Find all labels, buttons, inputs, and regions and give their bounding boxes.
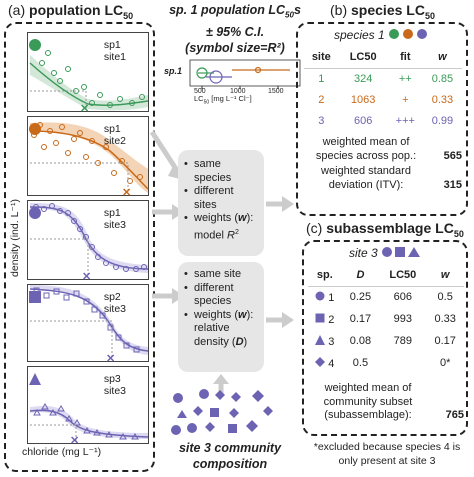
panel-b-frame: species 1 site LC50 fit w 1 324 ++ 0.85 2 10… [296, 22, 468, 216]
plot-sp2-site3: ✕ sp2 site3 [27, 284, 149, 363]
col-d: D [356, 268, 365, 281]
inset-series-label: sp.1 [164, 66, 183, 76]
diamond-icon [315, 356, 326, 367]
inset-tick-3: 1500 [268, 88, 284, 95]
orange-circle-icon [29, 123, 41, 135]
inset-graphic [189, 59, 301, 89]
site-symbols-icon [382, 247, 421, 257]
y-axis-label: density (ind. L⁻¹) [9, 199, 21, 277]
plot-sp1-site1-graphic: ✕ [29, 40, 149, 113]
col-w: w [438, 50, 447, 63]
community-caption: site 3 community composition [178, 441, 282, 471]
purple-square-icon [29, 291, 41, 303]
box-same-species: same species different sites weights (w)… [178, 150, 264, 256]
x-axis-label: chloride (mg L⁻¹) [22, 446, 102, 458]
inset-tick-2: 1000 [230, 88, 246, 95]
species-summary: weighted mean of species across pop.: 565… [304, 136, 462, 192]
col-lc50: LC50 [349, 50, 377, 63]
green-circle-icon [29, 39, 41, 51]
plot-sp1-site1-species: sp1 [103, 39, 121, 51]
species-row-2: 2 1063 +0.33 [318, 93, 454, 106]
sub-row-2: 2 0.17 993 0.33 [308, 308, 464, 330]
plot-sp2-site3-site: site3 [103, 303, 126, 315]
sub-row-3: 3 0.08 789 0.17 [308, 330, 464, 352]
plot-sp1-site3-graphic: ✕ [29, 203, 149, 281]
middle-title: sp. 1 population LC50s ± 95% C.I. (symbo… [169, 3, 301, 55]
panel-a-frame [4, 22, 155, 472]
arrow-to-b [266, 196, 294, 212]
panel-c-frame: site 3 sp. D LC50 w 1 0.25 606 0.5 2 0.17 993… [302, 240, 468, 436]
sub-row-4: 4 0.5 0* [308, 352, 464, 374]
col-site: site [311, 50, 331, 63]
box1-item-1: same species [184, 158, 258, 185]
box-same-site: same site different species weights (w):… [178, 262, 264, 372]
svg-text:✕: ✕ [82, 271, 91, 281]
plot-sp1-site3-species: sp1 [103, 207, 121, 219]
species-row-3: 3 606 +++ 0.99 [318, 114, 454, 127]
species-header: species 1 [298, 28, 466, 42]
box2-item-1: same site [184, 268, 258, 282]
species-summary-2-val: 315 [443, 178, 462, 191]
col-lc50-c: LC50 [389, 268, 417, 281]
col-fit: fit [400, 50, 411, 63]
triangle-icon [315, 334, 326, 345]
sub-row-1: 1 0.25 606 0.5 [308, 286, 464, 308]
inset-tick-1: 500 [194, 88, 206, 95]
svg-text:✕: ✕ [70, 435, 79, 445]
svg-text:✕: ✕ [106, 353, 115, 363]
species-summary-1: weighted mean of species across pop.: [315, 136, 417, 162]
plot-sp1-site3-site: site3 [103, 219, 126, 231]
subassemblage-summary-text: weighted mean of community subset (subas… [323, 382, 413, 421]
plot-sp1-site2: ✕ sp1 site2 [27, 116, 149, 197]
panel-b-title: (b) species LC50 [330, 2, 435, 21]
plot-sp2-site3-graphic: ✕ [29, 285, 149, 363]
plot-sp3-site3: ✕ sp3 site3 [27, 366, 149, 445]
plot-sp1-site2-species: sp1 [103, 123, 121, 135]
plot-sp1-site3: ✕ sp1 site3 [27, 200, 149, 281]
species-summary-1-val: 565 [443, 149, 462, 162]
species-row-1: 1 324 ++ 0.85 [318, 72, 454, 85]
plot-sp1-site2-graphic: ✕ [29, 122, 149, 197]
plot-sp1-site1-site: site1 [103, 51, 126, 63]
plot-sp2-site3-species: sp2 [103, 291, 121, 303]
footnote: *excluded because species 4 is only pres… [313, 441, 461, 467]
svg-text:✕: ✕ [122, 187, 131, 197]
box2-weights: weights (w): relative density (D) [184, 309, 258, 350]
subassemblage-summary-val: 765 [445, 409, 464, 421]
svg-text:✕: ✕ [80, 103, 89, 113]
species-summary-2: weighted standard deviation (ITV): [321, 165, 411, 191]
plot-sp3-site3-graphic: ✕ [29, 403, 149, 445]
box1-weights: weights (w): model R2 [184, 212, 258, 243]
plot-sp1-site2-site: site2 [103, 135, 126, 147]
arrow-to-c [266, 312, 294, 328]
species-colors-icon [389, 29, 428, 39]
inset-xlabel: LC50 [mg L⁻¹ Cl⁻] [194, 94, 252, 106]
panel-c-title: (c) subassemblage LC50 [306, 220, 464, 239]
panel-a-title: (a) population LC50 [8, 2, 134, 21]
plot-sp3-site3-species: sp3 [103, 373, 121, 385]
circle-icon [315, 291, 325, 301]
community-shapes [171, 389, 273, 435]
box1-item-2: different sites [184, 185, 258, 212]
col-w-c: w [440, 268, 450, 281]
box2-item-2: different species [184, 282, 258, 309]
purple-triangle-icon [29, 373, 41, 385]
plot-sp1-site1: ✕ sp1 site1 [27, 32, 149, 113]
square-icon [315, 313, 325, 322]
purple-circle-icon [29, 207, 41, 219]
col-sp: sp. [316, 268, 333, 281]
plot-sp3-site3-site: site3 [103, 385, 126, 397]
site-header: site 3 [304, 246, 466, 260]
subassemblage-summary: weighted mean of community subset (subas… [308, 382, 464, 423]
lc50-inset: sp.1 500 1000 1500 LC50 [mg L⁻¹ Cl⁻] [160, 56, 310, 106]
